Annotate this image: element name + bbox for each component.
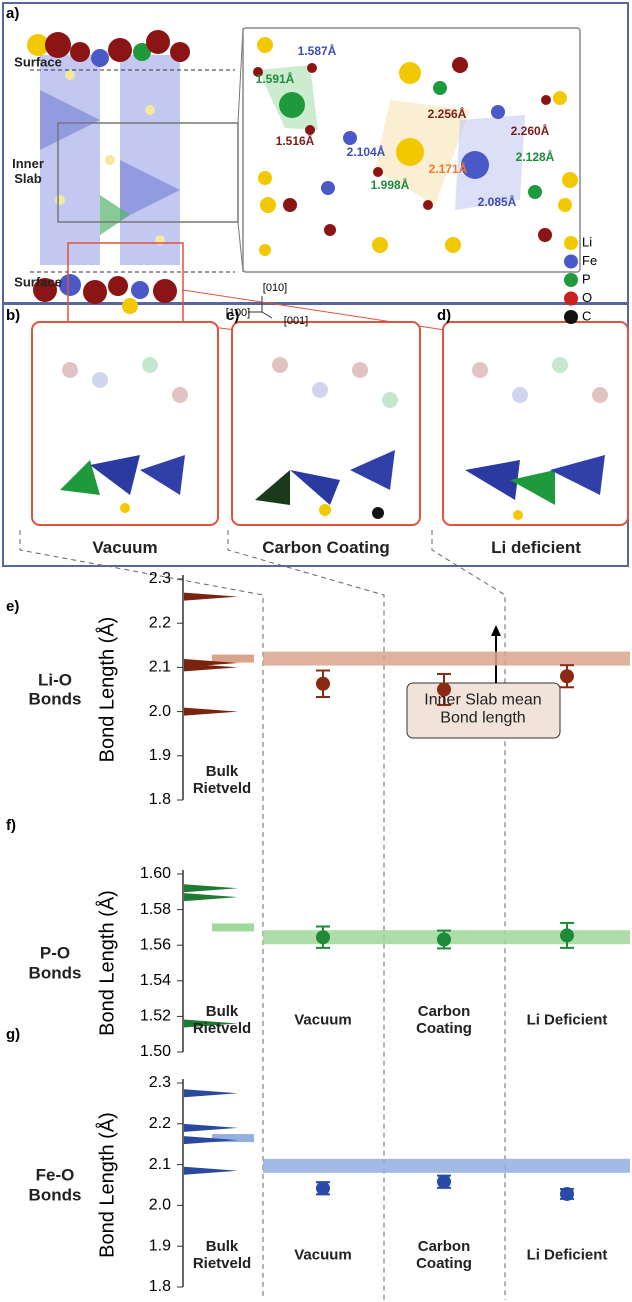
rietveld-bond-spike — [184, 1089, 238, 1097]
axes-indicator — [248, 296, 272, 318]
legend-swatch — [564, 273, 578, 287]
mean-point — [437, 1175, 451, 1189]
y-tick-label: 2.1 — [149, 659, 171, 676]
y-axis-label: Bond Length (Å) — [95, 890, 118, 1036]
figure-canvas: a)b)c)d)1.587Å1.591Å1.516Å2.104Å2.256Å2.… — [0, 0, 632, 1302]
annotation-text: Inner Slab mean Bond length — [413, 692, 553, 729]
y-tick-label: 1.50 — [140, 1043, 171, 1060]
category-label: Bulk Rietveld — [184, 763, 260, 798]
mean-point — [316, 677, 330, 691]
category-label: Li Deficient — [512, 1011, 622, 1028]
bulk-mean-bar — [212, 923, 254, 931]
y-tick-label: 1.54 — [140, 972, 171, 989]
condition-panels — [32, 322, 628, 525]
legend-label: P — [582, 271, 591, 286]
bond-length-label: 2.104Å — [347, 144, 386, 159]
bond-length-label: 1.587Å — [298, 43, 337, 58]
y-tick-label: 2.0 — [149, 1197, 171, 1214]
bond-type-label: Li-O Bonds — [25, 670, 85, 709]
axis-direction-label: [100] — [226, 307, 250, 319]
category-label: Vacuum — [273, 1011, 373, 1028]
rietveld-bond-spike — [184, 884, 238, 892]
bond-type-label: Fe-O Bonds — [25, 1165, 85, 1204]
category-label: Vacuum — [273, 1246, 373, 1263]
category-label: Carbon Coating — [404, 1238, 484, 1273]
mean-point — [437, 933, 451, 947]
y-tick-label: 1.60 — [140, 865, 171, 882]
panel-label: f) — [6, 817, 16, 834]
legend-label: Li — [582, 234, 592, 249]
y-tick-label: 1.58 — [140, 901, 171, 918]
inner-slab-mean-band — [263, 652, 630, 666]
condition-title: Li deficient — [491, 538, 581, 558]
bond-length-label: 2.128Å — [516, 149, 555, 164]
bond-length-label: 2.256Å — [428, 106, 467, 121]
rietveld-bond-spike — [184, 1124, 238, 1132]
panel-label: b) — [6, 307, 20, 324]
y-tick-label: 2.2 — [149, 1115, 171, 1132]
y-tick-label: 1.8 — [149, 791, 171, 808]
panel-label: g) — [6, 1026, 20, 1043]
axis-direction-label: [001] — [284, 315, 308, 327]
y-tick-label: 1.9 — [149, 1237, 171, 1254]
legend-swatch — [564, 292, 578, 306]
y-tick-label: 1.8 — [149, 1278, 171, 1295]
category-label: Bulk Rietveld — [184, 1003, 260, 1038]
axis-direction-label: [010] — [263, 282, 287, 294]
slab-label: Surface — [14, 56, 62, 71]
rietveld-bond-spike — [184, 1167, 238, 1175]
condition-title: Carbon Coating — [262, 538, 390, 558]
panel-label: a) — [6, 5, 19, 22]
category-label: Carbon Coating — [404, 1003, 484, 1038]
bond-length-label: 1.591Å — [256, 71, 295, 86]
bulk-mean-bar — [212, 655, 254, 663]
mean-point — [316, 1181, 330, 1195]
legend-label: C — [582, 308, 591, 323]
mean-point — [560, 1187, 574, 1201]
y-tick-label: 2.1 — [149, 1156, 171, 1173]
y-tick-label: 2.2 — [149, 614, 171, 631]
mean-point — [316, 930, 330, 944]
y-tick-label: 1.56 — [140, 936, 171, 953]
y-tick-label: 1.9 — [149, 747, 171, 764]
inner-slab-mean-band — [263, 1159, 630, 1173]
slab-label: Surface — [14, 276, 62, 291]
bond-type-label: P-O Bonds — [25, 943, 85, 982]
y-tick-label: 2.3 — [149, 570, 171, 587]
y-tick-label: 2.3 — [149, 1074, 171, 1091]
mean-point — [560, 669, 574, 683]
legend-swatch — [564, 236, 578, 250]
rietveld-bond-spike — [184, 893, 238, 901]
bond-length-label: 2.260Å — [511, 123, 550, 138]
category-label: Bulk Rietveld — [184, 1238, 260, 1273]
condition-title: Vacuum — [92, 538, 157, 558]
bond-length-label: 1.516Å — [276, 133, 315, 148]
bond-length-label: 2.171Å — [429, 161, 468, 176]
mean-point — [560, 928, 574, 942]
bond-length-label: 2.085Å — [478, 194, 517, 209]
panel-label: d) — [437, 307, 451, 324]
bond-length-label: 1.998Å — [371, 177, 410, 192]
y-tick-label: 2.0 — [149, 703, 171, 720]
figure: a)b)c)d)1.587Å1.591Å1.516Å2.104Å2.256Å2.… — [0, 0, 632, 1302]
panel-label: e) — [6, 598, 19, 615]
legend-swatch — [564, 255, 578, 269]
y-tick-label: 1.52 — [140, 1008, 171, 1025]
legend-swatch — [564, 310, 578, 324]
legend-label: O — [582, 290, 592, 305]
y-axis-label: Bond Length (Å) — [95, 617, 118, 763]
y-axis-label: Bond Length (Å) — [95, 1112, 118, 1258]
rietveld-bond-spike — [184, 708, 238, 716]
legend-label: Fe — [582, 253, 597, 268]
slab-label: Inner Slab — [8, 157, 48, 187]
category-label: Li Deficient — [512, 1246, 622, 1263]
rietveld-bond-spike — [184, 593, 238, 601]
